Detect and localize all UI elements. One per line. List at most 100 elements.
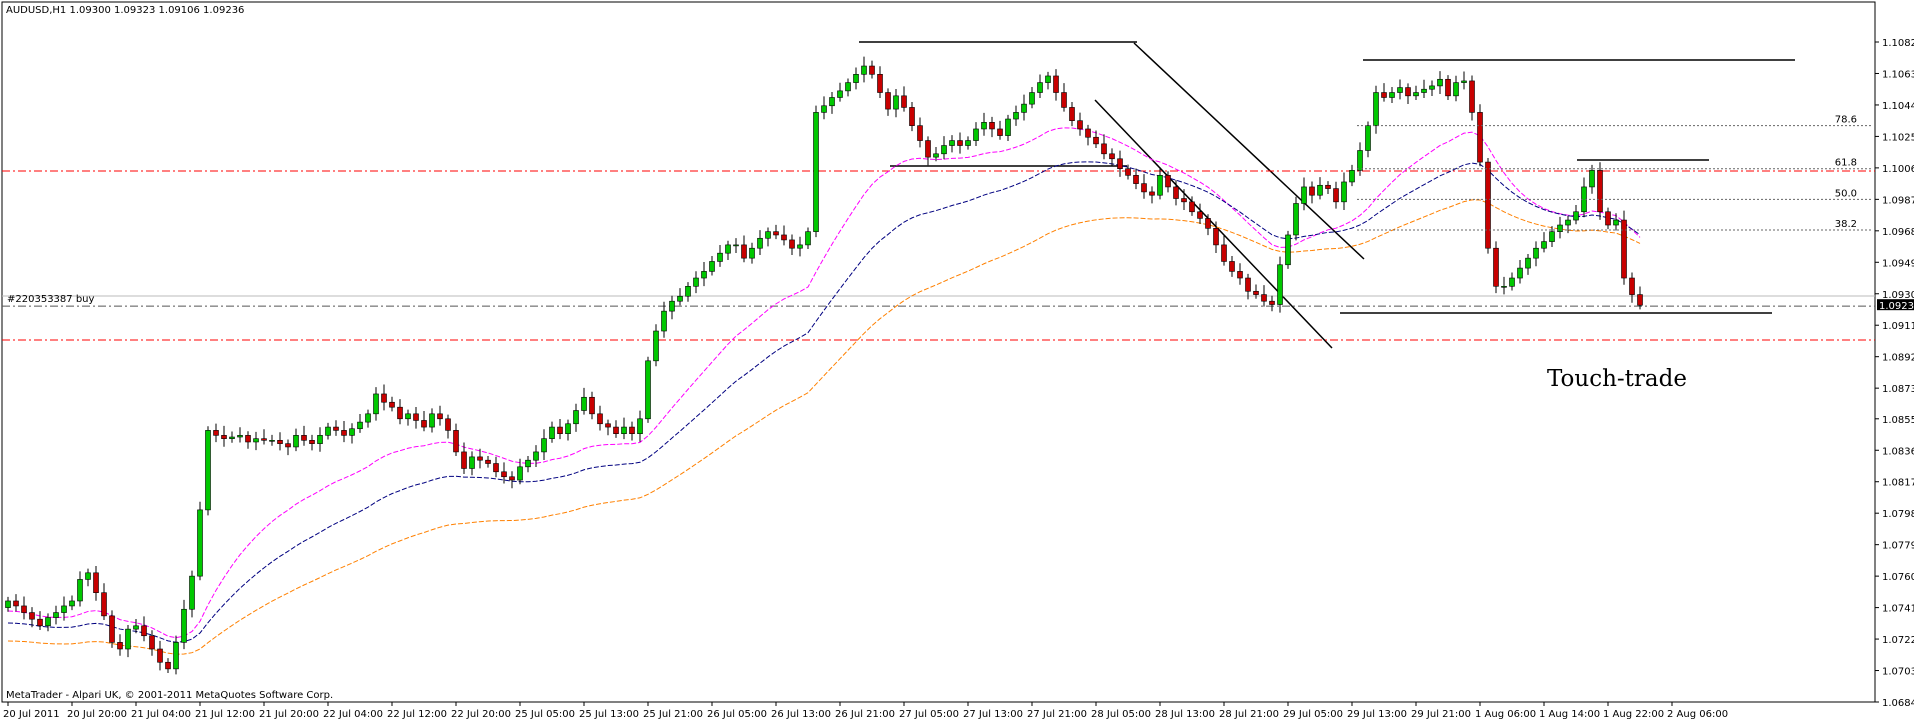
channel-upper-line[interactable] (1133, 42, 1365, 260)
candle (997, 120, 1003, 140)
candle-body (549, 426, 555, 439)
x-tick-label: 27 Jul 21:00 (1027, 709, 1087, 720)
candle-body (469, 456, 475, 469)
candle (221, 425, 227, 447)
candle-body (597, 413, 603, 425)
candle (205, 426, 211, 516)
y-tick-label: 1.10255 (1882, 132, 1914, 143)
candle-body (541, 438, 547, 453)
candle-body (421, 420, 427, 428)
candle-body (1365, 125, 1371, 151)
x-tick-label: 26 Jul 21:00 (835, 709, 895, 720)
candle-body (477, 456, 483, 461)
candle-body (461, 451, 467, 469)
candle-body (1573, 211, 1579, 221)
candle-body (901, 95, 907, 108)
candle-body (1205, 218, 1211, 229)
candle-body (93, 572, 99, 593)
channel-lower-line[interactable] (1094, 99, 1333, 349)
candle (53, 605, 59, 625)
candle-body (181, 608, 187, 643)
candle (69, 595, 75, 611)
candle-body (1261, 294, 1267, 302)
candle-body (1437, 78, 1443, 87)
candle (1165, 171, 1171, 193)
candle-body (1501, 286, 1507, 288)
candle (837, 82, 843, 102)
candle (1637, 286, 1643, 310)
candle (661, 301, 667, 338)
candle (1461, 71, 1467, 90)
candle-body (149, 635, 155, 650)
candle-body (933, 153, 939, 158)
candle-body (229, 436, 235, 439)
symbol-header: AUDUSD,H1 1.09300 1.09323 1.09106 1.0923… (6, 5, 244, 16)
candle-body (789, 239, 795, 249)
candle (101, 583, 107, 621)
candle-body (925, 140, 931, 158)
x-tick-label: 21 Jul 12:00 (195, 709, 255, 720)
candle-body (1637, 294, 1643, 306)
candle (685, 282, 691, 302)
candle (1293, 196, 1299, 241)
candle-body (101, 592, 107, 617)
candle (829, 92, 835, 114)
candle-body (1173, 186, 1179, 199)
candle (1421, 79, 1427, 98)
candle-body (1517, 267, 1523, 279)
candle-body (165, 661, 171, 670)
candle-body (253, 438, 259, 443)
candle-body (1317, 184, 1323, 196)
candle-body (981, 122, 987, 130)
candle-body (125, 628, 131, 650)
candle-body (581, 396, 587, 411)
y-tick-label: 1.09685 (1882, 227, 1914, 238)
candle-body (269, 440, 275, 442)
candle (597, 405, 603, 431)
candle (1397, 79, 1403, 100)
candle-body (973, 128, 979, 141)
candle (701, 261, 707, 287)
candle (437, 405, 443, 426)
candle-body (669, 300, 675, 312)
candle-body (1013, 112, 1019, 120)
candle (149, 630, 155, 656)
candle (1085, 124, 1091, 146)
candle (1285, 230, 1291, 269)
candle-body (37, 618, 43, 627)
candle-body (893, 95, 899, 110)
candle (533, 445, 539, 467)
candle-body (1029, 92, 1035, 105)
candle (1013, 105, 1019, 126)
candle (549, 421, 555, 443)
candle-body (1557, 224, 1563, 232)
candle-body (173, 642, 179, 670)
candle (1597, 162, 1603, 220)
candle (717, 245, 723, 267)
candle (1429, 80, 1435, 97)
candle (637, 410, 643, 442)
candle-body (1613, 219, 1619, 226)
x-tick-label: 28 Jul 13:00 (1155, 709, 1215, 720)
x-tick-label: 26 Jul 13:00 (771, 709, 831, 720)
candle (445, 414, 451, 439)
candle-body (957, 140, 963, 146)
candle-body (21, 605, 27, 613)
candle (1381, 83, 1387, 102)
candle-body (573, 410, 579, 425)
candle (1493, 241, 1499, 294)
candle-body (781, 234, 787, 241)
candle (733, 238, 739, 254)
candle-body (373, 393, 379, 415)
candle-body (1061, 92, 1067, 108)
x-tick-label: 1 Aug 14:00 (1539, 709, 1600, 720)
candle (333, 420, 339, 436)
candle (453, 423, 459, 457)
candle (877, 66, 883, 98)
candle (581, 387, 587, 415)
ma-slow-line (7, 199, 1641, 655)
candle (1181, 189, 1187, 210)
candle (1629, 272, 1635, 303)
candle-body (1373, 92, 1379, 126)
candle (813, 105, 819, 238)
